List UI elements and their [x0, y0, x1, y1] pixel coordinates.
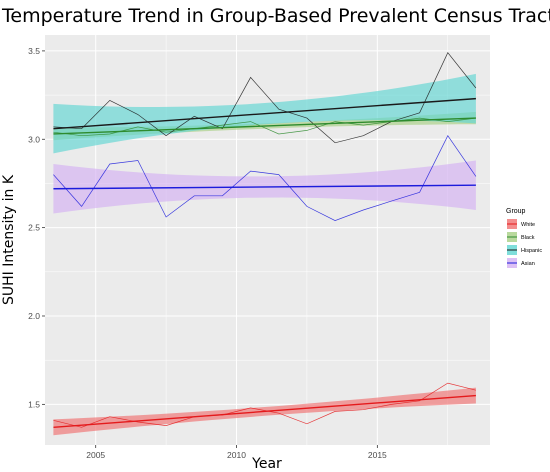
- legend-label-black: Black: [521, 235, 535, 241]
- x-tick-label: 2010: [227, 450, 246, 460]
- asian-trend-line: [53, 184, 476, 190]
- legend-label-asian: Asian: [521, 261, 535, 267]
- y-axis-title: SUHI Intensity in K: [1, 174, 17, 305]
- legend-label-white: White: [521, 222, 535, 228]
- x-tick-label: 2005: [86, 450, 105, 460]
- black-series-line: [53, 117, 476, 137]
- asian-series-line: [53, 135, 477, 221]
- x-axis-title: Year: [251, 456, 282, 472]
- legend-title: Group: [506, 208, 526, 215]
- trend-lines: [53, 97, 476, 429]
- x-tick-label: 2015: [368, 450, 387, 460]
- legend: Group White Black Hispanic Asian: [506, 208, 542, 268]
- white-series-line: [53, 382, 476, 428]
- y-tick-label: 1.5: [28, 399, 40, 409]
- chart-title: Temperature Trend in Group-Based Prevale…: [1, 5, 550, 27]
- black-trend-line: [53, 117, 476, 135]
- y-tick-label: 3.5: [28, 46, 40, 56]
- series-lines: [53, 52, 477, 428]
- y-tick-label: 2.0: [28, 311, 40, 321]
- legend-label-hispanic: Hispanic: [521, 248, 542, 254]
- hispanic-series-line: [53, 52, 477, 144]
- axis-ticks: 1.5 2.0 2.5 3.0 3.5 2005 2010 2015: [28, 46, 387, 460]
- y-tick-label: 3.0: [28, 134, 40, 144]
- y-tick-label: 2.5: [28, 223, 40, 233]
- hispanic-trend-line: [53, 97, 476, 130]
- white-trend-line: [53, 394, 476, 429]
- grid: [45, 35, 490, 445]
